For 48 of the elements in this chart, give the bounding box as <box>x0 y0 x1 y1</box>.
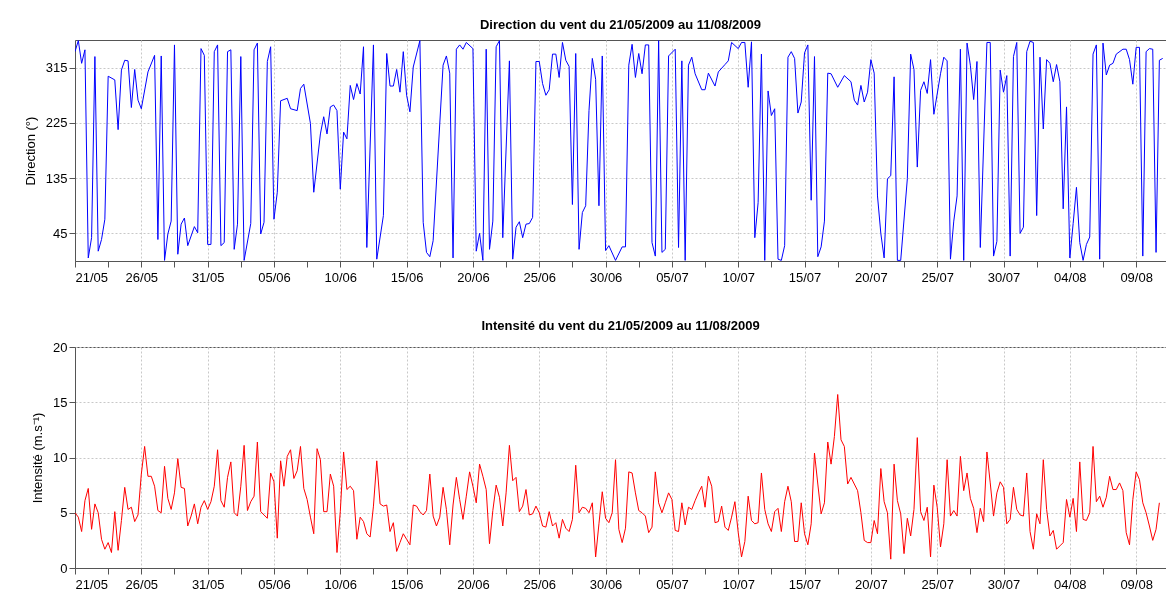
x-tick-label: 10/06 <box>324 576 358 592</box>
x-tick-label: 05/06 <box>258 269 291 285</box>
chart-title: Intensité du vent du 21/05/2009 au 11/08/2009 <box>481 318 760 333</box>
x-tick-label: 10/07 <box>722 576 755 592</box>
x-tick-label: 25/06 <box>523 269 557 285</box>
x-tick-label: 04/08 <box>1054 576 1087 592</box>
x-tick-label: 20/07 <box>855 576 888 592</box>
y-tick-label: 20 <box>53 339 68 355</box>
x-tick-label: 15/07 <box>788 269 822 285</box>
x-tick-label: 25/07 <box>921 269 954 285</box>
x-tick-label: 26/05 <box>125 576 159 592</box>
x-tick-label: 30/07 <box>987 269 1021 285</box>
x-tick-label: 31/05 <box>191 576 225 592</box>
x-tick-label: 05/07 <box>656 576 689 592</box>
x-tick-label: 30/06 <box>589 576 623 592</box>
x-tick-label: 20/06 <box>457 576 490 592</box>
x-tick-label: 25/07 <box>921 576 954 592</box>
x-tick-label: 31/05 <box>191 269 225 285</box>
y-tick-label: 135 <box>45 170 68 186</box>
y-tick-label: 5 <box>60 505 68 521</box>
x-tick-label: 30/06 <box>589 269 623 285</box>
line-series <box>75 394 1160 560</box>
x-tick-label: 10/06 <box>324 269 358 285</box>
x-tick-label: 15/06 <box>390 269 424 285</box>
x-tick-label: 09/08 <box>1120 576 1153 592</box>
x-tick-label: 04/08 <box>1054 269 1087 285</box>
y-axis-title: Direction (°) <box>22 116 38 186</box>
y-axis-title: Intensité (m.s⁻¹) <box>30 412 46 504</box>
chart-title: Direction du vent du 21/05/2009 au 11/08/2009 <box>479 17 762 32</box>
y-tick-label: 315 <box>45 60 68 76</box>
y-tick-label: 10 <box>53 450 68 465</box>
x-tick-label: 15/07 <box>788 576 822 592</box>
x-tick-label: 20/07 <box>855 269 888 285</box>
x-tick-label: 20/06 <box>457 269 490 285</box>
y-tick-label: 45 <box>53 225 68 241</box>
x-tick-label: 09/08 <box>1120 269 1153 285</box>
x-tick-label: 21/05 <box>75 576 109 592</box>
x-tick-label: 25/06 <box>523 576 557 592</box>
x-tick-label: 30/07 <box>987 576 1021 592</box>
x-tick-label: 15/06 <box>390 576 424 592</box>
x-tick-label: 21/05 <box>75 269 109 285</box>
y-tick-label: 15 <box>53 394 68 410</box>
y-tick-label: 225 <box>45 115 68 131</box>
x-tick-label: 05/07 <box>656 269 689 285</box>
x-tick-label: 05/06 <box>258 576 291 592</box>
y-tick-label: 0 <box>60 560 68 576</box>
x-tick-label: 10/07 <box>722 269 755 285</box>
x-tick-label: 26/05 <box>125 269 159 285</box>
